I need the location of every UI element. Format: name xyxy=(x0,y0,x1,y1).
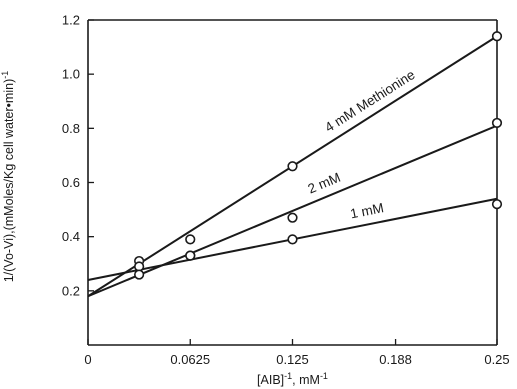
y-axis-label: 1/(Vo-Vi),(mMoles/Kg cell water•min)-1 xyxy=(0,71,16,283)
data-point xyxy=(491,31,503,42)
data-points xyxy=(134,31,503,280)
y-tick-label: 1.2 xyxy=(62,13,80,28)
y-tick-label: 0.2 xyxy=(62,283,80,298)
y-tick-label: 0.6 xyxy=(62,175,80,190)
data-point xyxy=(185,250,196,261)
x-tick-label: 0.125 xyxy=(276,352,309,367)
y-tick-label: 0.8 xyxy=(62,121,80,136)
x-tick-label: 0.188 xyxy=(379,352,412,367)
x-tick-label: 0 xyxy=(84,352,91,367)
y-tick-label: 0.4 xyxy=(62,229,80,244)
fit-line xyxy=(87,124,498,298)
data-point xyxy=(287,234,298,245)
axes: 0 0.0625 0.125 0.188 0.25 0.2 0.4 0.6 0.8 1.0 1.2 [… xyxy=(0,13,510,388)
x-tick-label: 0.25 xyxy=(484,352,509,367)
x-axis-label: [AIB]-1, mM-1 xyxy=(257,371,328,387)
data-point xyxy=(134,261,145,272)
data-point xyxy=(491,117,503,129)
data-point xyxy=(491,199,503,210)
x-tick-label: 0.0625 xyxy=(170,352,210,367)
series-label: 1 mM xyxy=(349,200,385,221)
y-tick-label: 1.0 xyxy=(62,67,80,82)
data-point xyxy=(287,161,298,172)
data-point xyxy=(134,269,145,280)
series-label: 4 mM Methionine xyxy=(322,67,417,135)
data-point xyxy=(185,234,196,245)
data-point xyxy=(287,212,298,223)
